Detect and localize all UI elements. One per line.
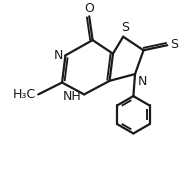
Text: N: N xyxy=(138,75,147,88)
Text: S: S xyxy=(121,21,129,34)
Text: S: S xyxy=(170,38,178,51)
Text: H₃C: H₃C xyxy=(13,88,36,101)
Text: NH: NH xyxy=(63,90,82,103)
Text: O: O xyxy=(84,2,94,15)
Text: N: N xyxy=(54,49,63,62)
